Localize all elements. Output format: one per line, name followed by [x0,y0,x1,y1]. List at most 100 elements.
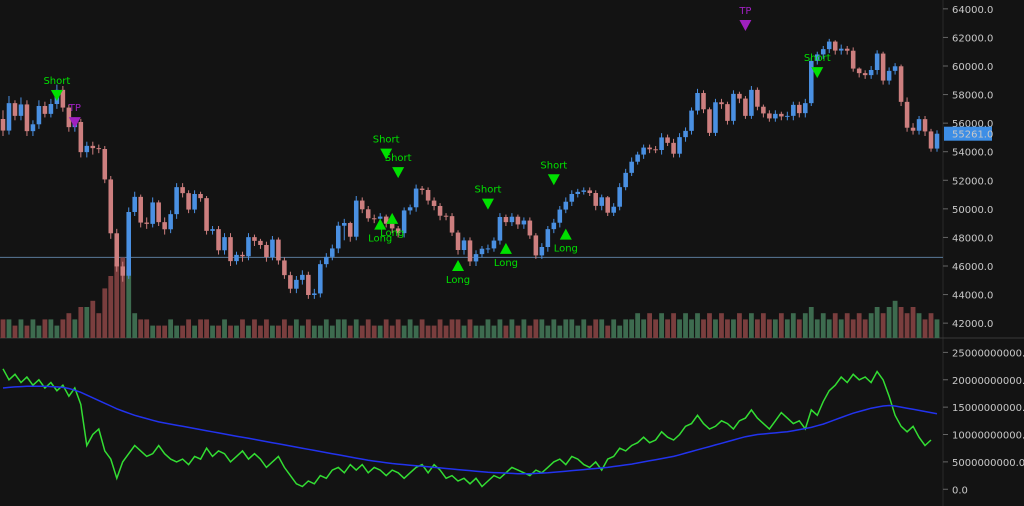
candle-body [425,190,431,201]
candle-body [150,202,155,224]
long-signal-label: Long [494,258,518,269]
candle-body [365,209,371,219]
candle-body [455,232,461,250]
volume-bar [575,325,581,338]
candle-body [144,222,149,224]
volume-bar [874,307,880,338]
candle-body [916,119,922,131]
tp-signal-marker [739,20,752,31]
candle-body [12,103,18,116]
volume-bar [258,325,263,338]
volume-bar [461,325,467,338]
volume-bar [778,313,784,338]
volume-bar [377,325,383,338]
volume-bar [796,319,802,338]
volume-bar [503,325,509,338]
volume-bar [760,313,766,338]
short-signal-label: Short [540,160,567,171]
candle-body [808,60,814,104]
volume-bar [629,319,635,338]
candle-body [318,264,323,294]
candle-body [312,293,317,295]
candle-body [880,53,886,81]
candle-body [216,229,221,251]
volume-bar [653,319,658,338]
candle-body [551,222,557,230]
volume-bar [731,319,736,338]
volume-bar [922,319,928,338]
volume-bar [916,313,922,338]
volume-bar [749,313,754,338]
volume-bar [60,319,66,338]
volume-bar [772,319,778,338]
candle-body [557,209,563,223]
volume-bar [156,325,162,338]
short-signal-marker [811,67,824,79]
volume-bar [437,319,443,338]
candle-body [689,110,694,131]
candle-body [264,245,269,257]
candle-body [898,66,904,102]
volume-bar [814,319,820,338]
candle-body [443,215,449,217]
candle-body [623,172,628,188]
volume-bar [192,325,197,338]
volume-bar [497,319,503,338]
candle-body [371,218,377,220]
volume-bar [581,319,587,338]
volume-bar [539,319,545,338]
indicator-pane[interactable]: 0.0 5000000000.0 10000000000.0 15000000000.… [2,348,1024,496]
long-signal-label: Long [380,228,404,239]
price-tick-label: 46000.0 [952,262,993,273]
candle-body [695,93,700,111]
candle-body [850,50,856,69]
volume-bar [928,313,934,338]
candle-body [545,229,551,247]
candle-body [30,124,36,132]
candle-body [826,41,832,50]
indicator-axis-ticks: 0.0 5000000000.0 10000000000.0 15000000000.… [943,348,1024,496]
candle-body [928,131,934,149]
candle-body [210,229,215,231]
volume-bar [647,313,653,338]
candle-body [605,197,610,213]
volume-bar [551,319,557,338]
volume-bar [665,319,670,338]
volume-bar [623,319,629,338]
candle-body [330,248,335,257]
candle-body [282,260,287,276]
volume-bar [6,319,12,338]
volume-bar [904,313,910,338]
candle-body [874,53,880,70]
candle-body [683,130,688,138]
volume-bar [545,325,551,338]
indicator-lines [2,368,938,488]
candle-body [814,54,820,61]
candle-body [383,216,389,224]
long-signal-label: Long [554,244,578,255]
price-tick-label: 48000.0 [952,233,993,244]
volume-bar [521,319,527,338]
volume-bar [425,325,431,338]
candle-body [186,193,191,210]
candle-body [401,210,407,234]
candle-body [66,107,72,128]
volume-bar [174,325,180,338]
candle-body [407,207,413,211]
volume-bar [419,319,425,338]
candle-body [587,190,593,193]
volume-bar [431,325,437,338]
candle-body [120,266,126,276]
candle-body [84,145,90,153]
candle-body [246,237,251,257]
candle-body [569,194,575,202]
candle-body [162,222,167,230]
trade-signals: ShortTPShortShortLongLongLongShortLongSh… [43,6,830,286]
candle-body [108,179,114,234]
volume-bar [413,325,419,338]
volume-bar [611,319,617,338]
candle-body [228,237,233,262]
volume-bar [150,325,156,338]
